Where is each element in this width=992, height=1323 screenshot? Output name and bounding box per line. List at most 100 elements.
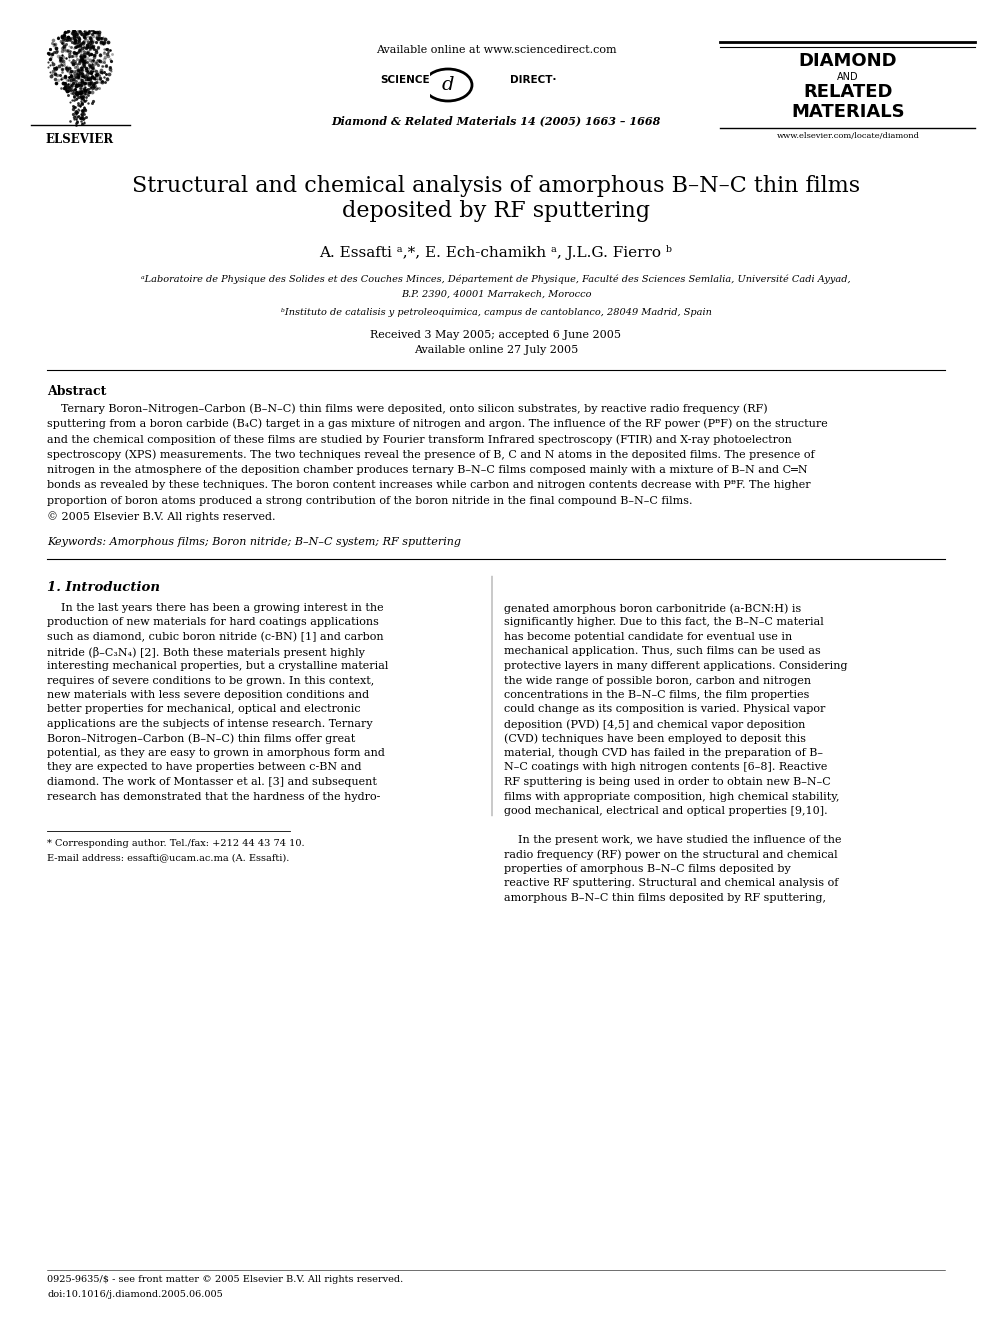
Point — [63, 79, 79, 101]
Point — [73, 86, 89, 107]
Point — [70, 36, 86, 57]
Point — [69, 54, 85, 75]
Point — [74, 101, 90, 122]
Point — [85, 46, 101, 67]
Point — [88, 41, 104, 62]
Point — [53, 69, 68, 90]
Point — [66, 32, 82, 53]
Point — [68, 108, 84, 130]
Point — [62, 66, 78, 87]
Point — [90, 24, 106, 45]
Point — [69, 30, 85, 52]
Text: material, though CVD has failed in the preparation of B–: material, though CVD has failed in the p… — [504, 747, 823, 758]
Point — [73, 93, 89, 114]
Point — [77, 37, 93, 58]
Text: mechanical application. Thus, such films can be used as: mechanical application. Thus, such films… — [504, 647, 820, 656]
Point — [78, 90, 94, 111]
Point — [65, 41, 81, 62]
Point — [73, 62, 89, 83]
Point — [54, 62, 69, 83]
Point — [73, 46, 89, 67]
Point — [69, 81, 85, 102]
Point — [76, 73, 92, 94]
Point — [75, 37, 91, 58]
Point — [68, 36, 84, 57]
Point — [81, 38, 97, 60]
Text: Structural and chemical analysis of amorphous B–N–C thin films: Structural and chemical analysis of amor… — [132, 175, 860, 197]
Point — [78, 44, 94, 65]
Point — [72, 93, 88, 114]
Point — [94, 71, 110, 93]
Point — [87, 21, 103, 42]
Point — [65, 62, 81, 83]
Text: SCIENCE: SCIENCE — [380, 75, 430, 85]
Point — [47, 34, 62, 56]
Point — [88, 64, 104, 85]
Point — [84, 50, 100, 71]
Point — [65, 53, 81, 74]
Point — [66, 28, 82, 49]
Point — [65, 25, 81, 46]
Point — [51, 46, 66, 67]
Point — [81, 82, 97, 103]
Point — [71, 77, 87, 98]
Point — [87, 71, 103, 93]
Point — [67, 66, 83, 87]
Point — [93, 28, 109, 49]
Point — [45, 61, 61, 82]
Text: ᵃLaboratoire de Physique des Solides et des Couches Minces, Département de Physi: ᵃLaboratoire de Physique des Solides et … — [141, 275, 851, 284]
Point — [71, 83, 87, 105]
Point — [81, 74, 97, 95]
Point — [81, 73, 97, 94]
Point — [64, 52, 80, 73]
Point — [71, 32, 87, 53]
Point — [73, 64, 89, 85]
Point — [67, 81, 83, 102]
Point — [65, 37, 81, 58]
Point — [100, 45, 116, 66]
Point — [72, 58, 88, 79]
Point — [41, 44, 57, 65]
Point — [83, 20, 99, 41]
Point — [66, 26, 82, 48]
Point — [67, 66, 83, 87]
Text: Boron–Nitrogen–Carbon (B–N–C) thin films offer great: Boron–Nitrogen–Carbon (B–N–C) thin films… — [47, 733, 355, 744]
Point — [84, 81, 100, 102]
Point — [44, 64, 60, 85]
Point — [73, 56, 89, 77]
Point — [90, 38, 106, 60]
Point — [66, 87, 82, 108]
Point — [60, 28, 75, 49]
Point — [85, 30, 101, 52]
Text: N–C coatings with high nitrogen contents [6–8]. Reactive: N–C coatings with high nitrogen contents… — [504, 762, 827, 773]
Text: significantly higher. Due to this fact, the B–N–C material: significantly higher. Due to this fact, … — [504, 618, 823, 627]
Point — [60, 28, 75, 49]
Point — [83, 66, 99, 87]
Point — [103, 50, 119, 71]
Point — [50, 28, 65, 49]
Point — [72, 34, 88, 56]
Point — [56, 28, 71, 49]
Point — [65, 81, 81, 102]
Point — [60, 78, 75, 99]
Point — [46, 41, 62, 62]
Point — [67, 37, 83, 58]
Point — [65, 103, 81, 124]
Point — [98, 38, 114, 60]
Point — [73, 22, 89, 44]
Point — [77, 21, 93, 42]
Point — [62, 66, 78, 87]
Point — [71, 106, 87, 127]
Point — [67, 71, 83, 93]
Point — [62, 44, 77, 65]
Text: the wide range of possible boron, carbon and nitrogen: the wide range of possible boron, carbon… — [504, 676, 811, 685]
Point — [58, 77, 73, 98]
Point — [83, 34, 99, 56]
Point — [73, 90, 89, 111]
Text: sputtering from a boron carbide (B₄C) target in a gas mixture of nitrogen and ar: sputtering from a boron carbide (B₄C) ta… — [47, 418, 827, 429]
Text: DIAMOND: DIAMOND — [799, 52, 898, 70]
Point — [62, 77, 77, 98]
Point — [67, 37, 83, 58]
Point — [91, 62, 107, 83]
Text: they are expected to have properties between c-BN and: they are expected to have properties bet… — [47, 762, 361, 773]
